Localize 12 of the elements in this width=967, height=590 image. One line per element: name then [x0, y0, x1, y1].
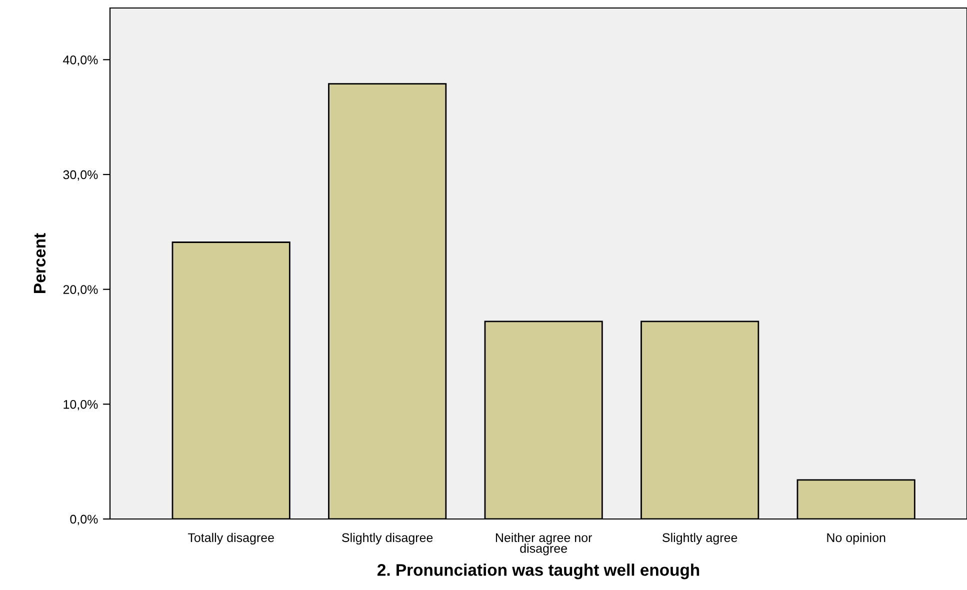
y-tick-label: 30,0%: [63, 170, 98, 181]
y-tick-label: 0,0%: [70, 514, 98, 526]
x-tick-label: Totally disagree: [188, 532, 274, 545]
x-axis-title: 2. Pronunciation was taught well enough: [378, 564, 700, 580]
x-tick-label: Slightly agree: [662, 532, 738, 545]
y-axis-title: Percent: [34, 233, 46, 293]
y-tick-label: 40,0%: [63, 55, 98, 66]
x-tick-label: Neither agree nor disagree: [496, 532, 592, 556]
x-tick-label: Slightly disagree: [342, 532, 433, 545]
x-tick-label: No opinion: [827, 532, 886, 545]
y-tick-label: 20,0%: [63, 285, 98, 296]
y-tick-label: 10,0%: [64, 400, 98, 410]
